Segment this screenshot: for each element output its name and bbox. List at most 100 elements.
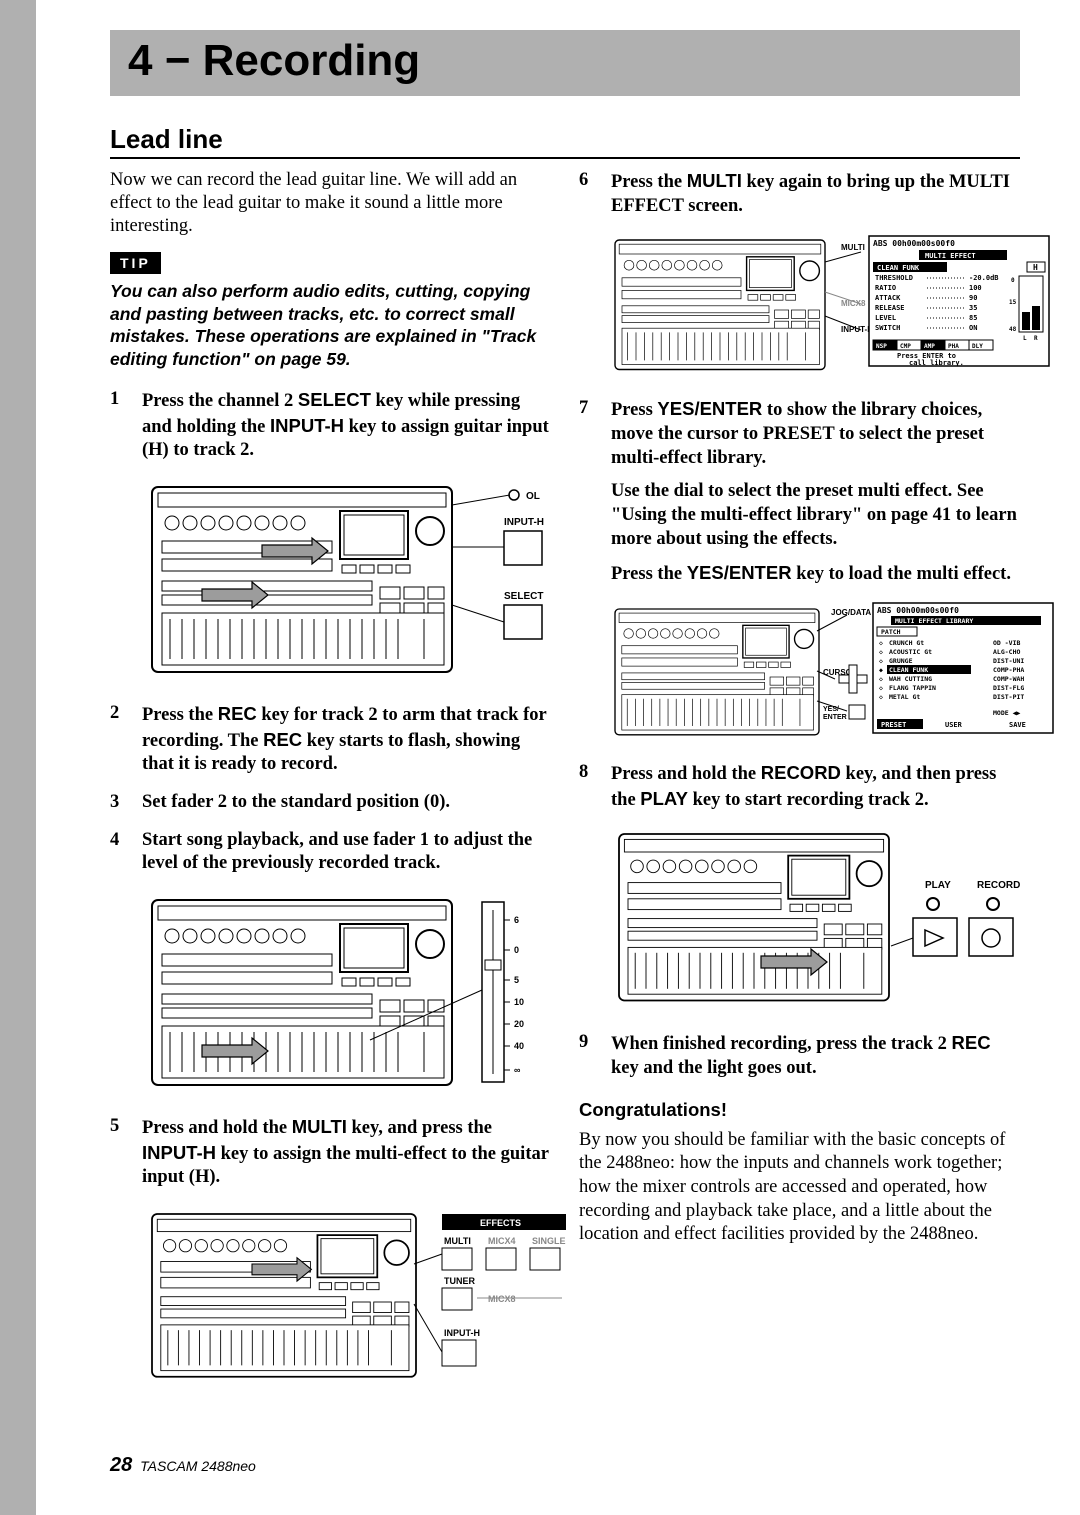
svg-text:CMP: CMP [900,343,911,350]
svg-text:THRESHOLD: THRESHOLD [875,274,913,282]
content-columns: Now we can record the lead guitar line. … [110,169,1020,1399]
svg-text:TUNER: TUNER [444,1276,475,1286]
svg-text:◇: ◇ [879,684,883,692]
footer-model: TASCAM 2488neo [140,1458,256,1474]
svg-text:MULTI EFFECT: MULTI EFFECT [925,252,976,260]
svg-text:EFFECTS: EFFECTS [480,1218,521,1228]
page-footer: 28 TASCAM 2488neo [110,1454,256,1477]
svg-text:call library.: call library. [909,359,964,367]
left-column: Now we can record the lead guitar line. … [110,169,551,1399]
svg-text:R: R [1034,335,1038,342]
key-label: INPUT-H [270,415,344,436]
page: 4 − Recording Lead line Now we can recor… [0,0,1080,1515]
svg-text:ACOUSTIC Gt: ACOUSTIC Gt [889,648,932,656]
svg-text:FLANG TAPPIN: FLANG TAPPIN [889,684,936,692]
svg-text:◇: ◇ [879,639,883,647]
step-item: Start song playback, and use fader 1 to … [110,829,551,1095]
svg-text:15: 15 [1009,299,1017,306]
svg-text:ENTER: ENTER [823,714,847,721]
svg-text:SELECT: SELECT [504,591,543,602]
step-item: When finished recording, press the track… [579,1031,1020,1080]
right-column: Press the MULTI key again to bring up th… [579,169,1020,1399]
svg-text:COMP-PHA: COMP-PHA [993,666,1024,674]
svg-text:DLY: DLY [972,343,983,350]
svg-text:◇: ◇ [879,693,883,701]
svg-text:◇: ◇ [879,648,883,656]
side-accent-bar [0,0,36,1515]
svg-text:ALG-CHO: ALG-CHO [993,648,1020,656]
svg-text:DIST-UNI: DIST-UNI [993,657,1024,665]
svg-text:◇: ◇ [879,657,883,665]
svg-text:DIST-FLG: DIST-FLG [993,684,1024,692]
step-item: Press and hold the RECORD key, and then … [579,761,1020,1011]
svg-text:SWITCH: SWITCH [875,324,900,332]
svg-text:MULTI: MULTI [841,243,865,252]
key-label: YES/ENTER [657,398,762,419]
svg-text:6: 6 [514,915,519,925]
key-label: RECORD [761,762,841,783]
svg-text:RELEASE: RELEASE [875,304,905,312]
key-label: MULTI [687,170,742,191]
steps-right-list: Press the MULTI key again to bring up th… [579,169,1020,1081]
svg-text:CRUNCH Gt: CRUNCH Gt [889,639,924,647]
key-label: REC [218,703,257,724]
svg-text:100: 100 [969,284,982,292]
svg-text:INPUT-H: INPUT-H [504,517,544,528]
svg-text:48: 48 [1009,326,1017,333]
svg-text:SAVE: SAVE [1009,721,1026,729]
key-label: REC [263,729,302,750]
svg-text:0: 0 [1011,277,1015,284]
svg-text:MICX8: MICX8 [488,1294,516,1304]
figure-step-6: MULTIMICX8INPUT-HABS 00h00m00s00f0MULTI … [611,232,1020,377]
svg-text:ABS 00h00m00s00f0: ABS 00h00m00s00f0 [873,239,955,248]
svg-text:5: 5 [514,975,519,985]
svg-text:USER: USER [945,721,963,729]
svg-text:INPUT-H: INPUT-H [444,1328,480,1338]
svg-text:MULTI: MULTI [444,1236,471,1246]
step-item: Press the channel 2 SELECT key while pre… [110,388,551,682]
step-item: Press the REC key for track 2 to arm tha… [110,702,551,777]
chapter-title: 4 − Recording [128,36,1002,86]
steps-left-list: Press the channel 2 SELECT key while pre… [110,388,551,1379]
svg-text:COMP-WAH: COMP-WAH [993,675,1024,683]
congrats-heading: Congratulations! [579,1099,1020,1121]
svg-text:DIST-PIT: DIST-PIT [993,693,1024,701]
key-label: INPUT-H [142,1142,216,1163]
svg-text:MICX8: MICX8 [841,299,866,308]
svg-text:90: 90 [969,294,977,302]
key-label: YES/ENTER [687,562,792,583]
svg-text:LEVEL: LEVEL [875,314,896,322]
svg-text:CLEAN FUNK: CLEAN FUNK [889,666,928,674]
svg-text:AMP: AMP [924,343,935,350]
svg-text:40: 40 [514,1041,524,1051]
svg-text:OD -VIB: OD -VIB [993,639,1020,647]
svg-text:H: H [1033,263,1038,272]
key-label: PLAY [640,788,688,809]
svg-text:MICX4: MICX4 [488,1236,516,1246]
svg-text:MODE ◀▶: MODE ◀▶ [993,709,1020,717]
svg-text:ATTACK: ATTACK [875,294,901,302]
step-item: Set fader 2 to the standard position (0)… [110,791,551,815]
svg-text:L: L [1023,335,1027,342]
svg-text:PATCH: PATCH [881,628,901,636]
figure-step-1: OL INPUT-H SELECT [142,477,551,682]
tip-box: TIP You can also perform audio edits, cu… [110,252,551,370]
svg-text:35: 35 [969,304,977,312]
svg-text:METAL Gt: METAL Gt [889,693,920,701]
svg-text:OL: OL [526,491,540,502]
svg-text:0: 0 [514,945,519,955]
figure-step-5: EFFECTSMULTIMICX4SINGLETUNERMICX8INPUT-H [142,1204,551,1379]
chapter-banner: 4 − Recording [110,30,1020,96]
intro-paragraph: Now we can record the lead guitar line. … [110,169,551,238]
svg-text:10: 10 [514,997,524,1007]
step-item: Press the MULTI key again to bring up th… [579,169,1020,377]
key-label: SELECT [298,389,371,410]
page-number: 28 [110,1454,132,1476]
step-item: Press YES/ENTER to show the library choi… [579,397,1020,741]
svg-text:-20.0dB: -20.0dB [969,274,999,282]
svg-text:MULTI EFFECT LIBRARY: MULTI EFFECT LIBRARY [895,617,973,625]
svg-text:◆: ◆ [879,666,883,674]
figure-step-8: PLAYRECORD [611,826,1020,1011]
tip-badge: TIP [110,252,161,274]
svg-text:RECORD: RECORD [977,880,1020,891]
